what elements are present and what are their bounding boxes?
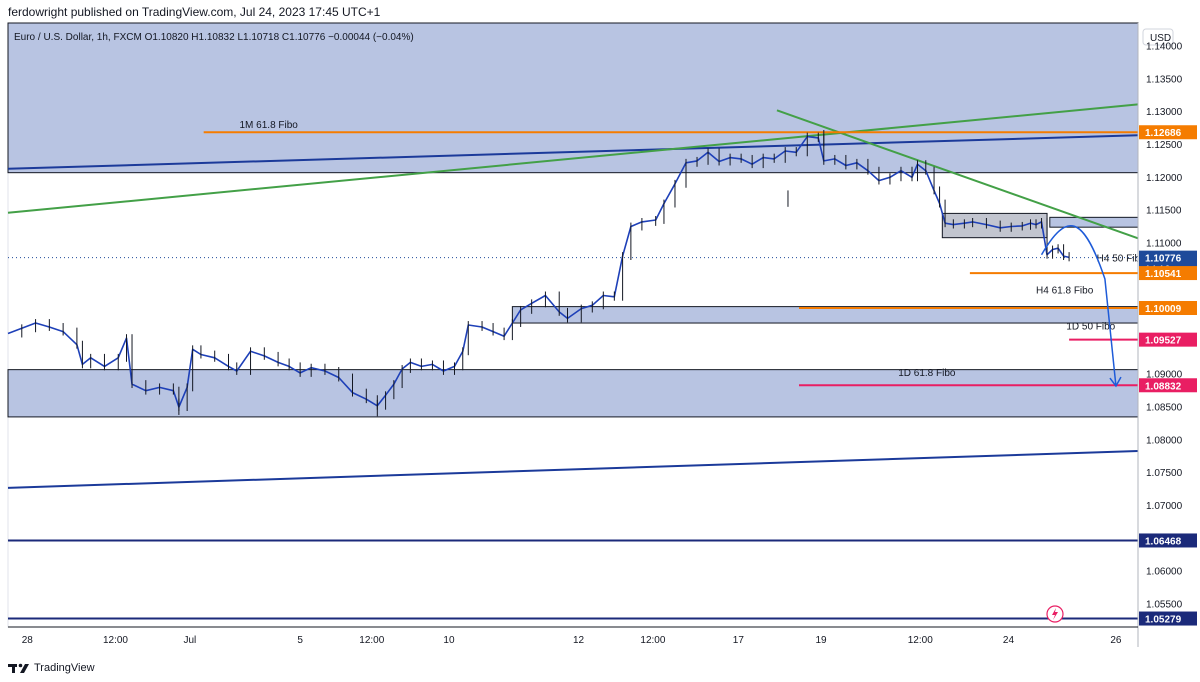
- fib-label-3: 1D 50 Fibo: [1066, 322, 1115, 333]
- tradingview-logo-icon: [8, 663, 29, 673]
- price-badge-label-2: 1.10541: [1145, 269, 1182, 280]
- price-badge-bg-4: [1139, 332, 1197, 347]
- fib-label-1: H4 50 Fibo: [1097, 253, 1146, 264]
- x-tick-label-3: 5: [297, 635, 303, 646]
- y-tick-label-4: 1.12000: [1146, 173, 1183, 184]
- x-tick-label-12: 26: [1110, 635, 1122, 646]
- y-tick-label-12: 1.06000: [1146, 567, 1183, 578]
- x-tick-label-0: 28: [22, 635, 34, 646]
- x-tick-label-5: 10: [443, 635, 455, 646]
- price-badge-label-4: 1.09527: [1145, 336, 1182, 347]
- header: ferdowright published on TradingView.com…: [0, 0, 1200, 22]
- price-series-line: [7, 135, 1070, 408]
- x-tick-label-1: 12:00: [103, 635, 128, 646]
- y-tick-label-10: 1.07500: [1146, 468, 1183, 479]
- trend-line-2: [7, 103, 1139, 214]
- price-badge-bg-0: [1139, 125, 1197, 140]
- fib-label-0: 1M 61.8 Fibo: [240, 120, 299, 131]
- currency-label: USD: [1150, 33, 1171, 44]
- price-axis: [1138, 23, 1197, 627]
- trend-line-0: [7, 134, 1139, 170]
- price-badge-label-5: 1.08832: [1145, 381, 1182, 392]
- flash-icon-bolt: [1052, 608, 1058, 620]
- x-tick-label-4: 12:00: [359, 635, 384, 646]
- zone-rect-1: [511, 306, 1139, 324]
- zone-rect-0: [7, 22, 1139, 174]
- x-tick-label-2: Jul: [184, 635, 197, 646]
- x-tick-label-8: 17: [733, 635, 745, 646]
- y-tick-label-1: 1.13500: [1146, 74, 1183, 85]
- y-tick-label-3: 1.12500: [1146, 140, 1183, 151]
- y-tick-label-9: 1.08000: [1146, 435, 1183, 446]
- x-tick-label-11: 24: [1003, 635, 1015, 646]
- projection-arrowhead: [1109, 376, 1122, 388]
- tradingview-logo[interactable]: TradingView: [8, 660, 95, 676]
- projection-arrow: [1040, 225, 1117, 387]
- price-badge-label-1: 1.10776: [1145, 254, 1182, 265]
- y-tick-label-5: 1.11500: [1146, 206, 1182, 217]
- symbol-legend: Euro / U.S. Dollar, 1h, FXCM O1.10820 H1…: [14, 32, 414, 43]
- x-tick-label-10: 12:00: [908, 635, 933, 646]
- price-badge-label-6: 1.06468: [1145, 536, 1182, 547]
- publisher-text: ferdowright published on TradingView.com…: [8, 5, 381, 19]
- y-tick-label-0: 1.14000: [1146, 41, 1183, 52]
- y-tick-label-7: 1.09000: [1146, 370, 1183, 381]
- price-badge-bg-6: [1139, 533, 1197, 548]
- price-badge-label-0: 1.12686: [1145, 128, 1182, 139]
- zone-rect-2: [7, 369, 1139, 418]
- x-tick-label-7: 12:00: [640, 635, 665, 646]
- price-badge-label-3: 1.10009: [1145, 304, 1182, 315]
- x-tick-label-6: 12: [573, 635, 585, 646]
- trend-line-1: [7, 450, 1139, 489]
- y-tick-label-2: 1.13000: [1146, 107, 1183, 118]
- fib-label-4: 1D 61.8 Fibo: [898, 368, 956, 379]
- price-badge-bg-3: [1139, 300, 1197, 315]
- price-badge-label-7: 1.05279: [1145, 615, 1182, 626]
- y-tick-label-11: 1.07000: [1146, 501, 1183, 512]
- currency-box: [1142, 28, 1174, 46]
- y-tick-label-6: 1.11000: [1146, 238, 1182, 249]
- y-tick-label-8: 1.08500: [1146, 403, 1183, 414]
- price-badge-bg-5: [1139, 378, 1197, 393]
- flash-icon: [1046, 605, 1064, 623]
- fib-label-2: H4 61.8 Fibo: [1036, 285, 1094, 296]
- x-tick-label-9: 19: [815, 635, 827, 646]
- zone-rect-4: [941, 212, 1048, 239]
- y-tick-label-13: 1.05500: [1146, 600, 1183, 611]
- price-badge-bg-2: [1139, 266, 1197, 281]
- price-badge-bg-7: [1139, 611, 1197, 626]
- footer-brand: TradingView: [34, 662, 95, 674]
